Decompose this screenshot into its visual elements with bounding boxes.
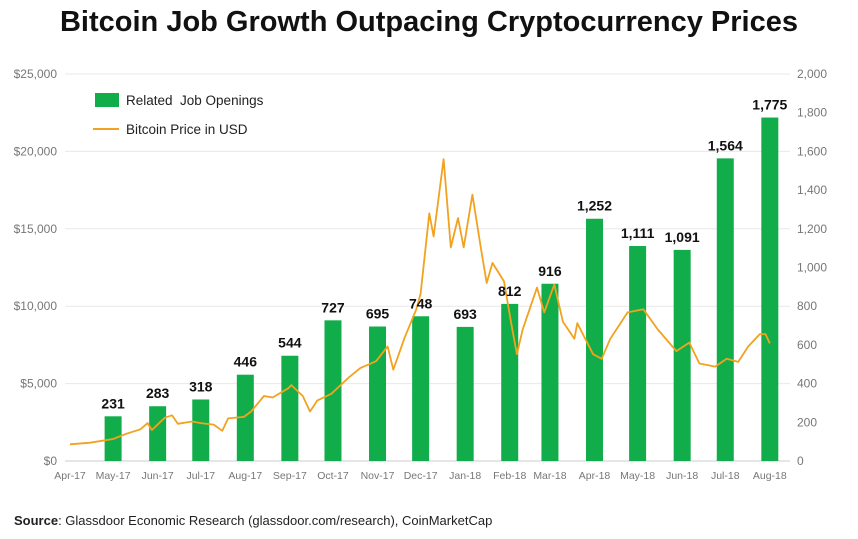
bar-data-label: 1,775 [752,97,787,113]
right-tick-label: 600 [797,338,817,352]
right-axis: 0 200 400 600 800 1,000 1,200 1,400 1,600 1,800 2,… [797,67,827,468]
left-tick-label: $25,000 [14,67,58,81]
legend-swatch-bars [95,93,119,107]
bar-data-label: 695 [366,306,390,322]
left-axis: $0 $5,000 $10,000 $15,000 $20,000 $25,000 [14,67,58,468]
bar [586,218,604,461]
left-tick-label: $0 [44,454,58,468]
x-tick-label: Apr-18 [579,470,611,482]
bar-data-label: 748 [409,295,433,311]
source-label: Source [14,513,58,528]
legend-label-bars: Related Job Openings [126,93,264,108]
left-tick-label: $5,000 [20,377,57,391]
bar [629,246,647,461]
job-openings-bars [104,117,779,461]
bar [412,316,430,461]
x-tick-label: Aug-18 [753,470,787,482]
x-tick-label: Nov-17 [361,470,395,482]
right-tick-label: 2,000 [797,67,827,81]
bar-data-label: 812 [498,283,522,299]
right-tick-label: 1,200 [797,222,827,236]
bar-data-label: 1,091 [665,229,700,245]
right-tick-label: 0 [797,454,804,468]
x-axis: Apr-17 May-17 Jun-17 Jul-17 Aug-17 Sep-17 Oct-… [54,470,787,482]
left-tick-label: $15,000 [14,222,58,236]
x-tick-label: May-18 [620,470,655,482]
x-tick-label: Sep-17 [273,470,307,482]
right-tick-label: 400 [797,377,817,391]
right-tick-label: 800 [797,299,817,313]
bar-data-label: 283 [146,385,170,401]
x-tick-label: Feb-18 [493,470,526,482]
bar [456,326,474,461]
x-tick-label: Dec-17 [404,470,438,482]
x-tick-label: Jan-18 [449,470,481,482]
chart-title: Bitcoin Job Growth Outpacing Cryptocurre… [60,6,798,38]
bar-data-label: 693 [453,306,477,322]
x-tick-label: Mar-18 [533,470,566,482]
legend: Related Job Openings Bitcoin Price in US… [93,93,264,137]
right-tick-label: 1,000 [797,261,827,275]
bar [281,355,299,461]
x-tick-label: Oct-17 [317,470,349,482]
bar [761,117,779,461]
bar [192,399,210,461]
gridlines [65,73,790,462]
right-tick-label: 1,400 [797,183,827,197]
left-tick-label: $20,000 [14,144,58,158]
bar [673,249,691,461]
bar-data-label: 727 [321,299,345,315]
bar-data-label: 544 [278,335,302,351]
source-note: Source: Glassdoor Economic Research (gla… [14,513,492,528]
x-tick-label: Jun-18 [666,470,698,482]
bar [324,320,342,461]
bar-data-label: 916 [538,263,562,279]
bar-data-label: 1,252 [577,198,612,214]
legend-label-line: Bitcoin Price in USD [126,122,248,137]
left-tick-label: $10,000 [14,299,58,313]
source-text: : Glassdoor Economic Research (glassdoor… [58,513,492,528]
bar-data-label: 318 [189,378,213,394]
bar [501,303,519,461]
right-tick-label: 200 [797,415,817,429]
bar [541,283,559,461]
bar-data-label: 446 [234,354,258,370]
bar [236,374,254,461]
bitcoin-price-line [69,158,771,446]
bar-data-label: 1,564 [708,137,743,153]
bar-data-label: 1,111 [621,225,655,241]
bar-data-label: 231 [101,395,125,411]
bar [716,158,734,461]
x-tick-label: Jun-17 [142,470,174,482]
x-tick-label: Jul-17 [186,470,215,482]
bar [369,326,387,461]
x-tick-label: Jul-18 [711,470,740,482]
x-tick-label: Apr-17 [54,470,86,482]
bar [149,406,167,461]
bar-data-labels: 231 283 318 446 544 727 695 748 693 812 916 1,252 1,… [101,97,787,412]
x-tick-label: Aug-17 [228,470,262,482]
right-tick-label: 1,800 [797,106,827,120]
x-tick-label: May-17 [96,470,131,482]
right-tick-label: 1,600 [797,144,827,158]
price-line [69,158,771,446]
